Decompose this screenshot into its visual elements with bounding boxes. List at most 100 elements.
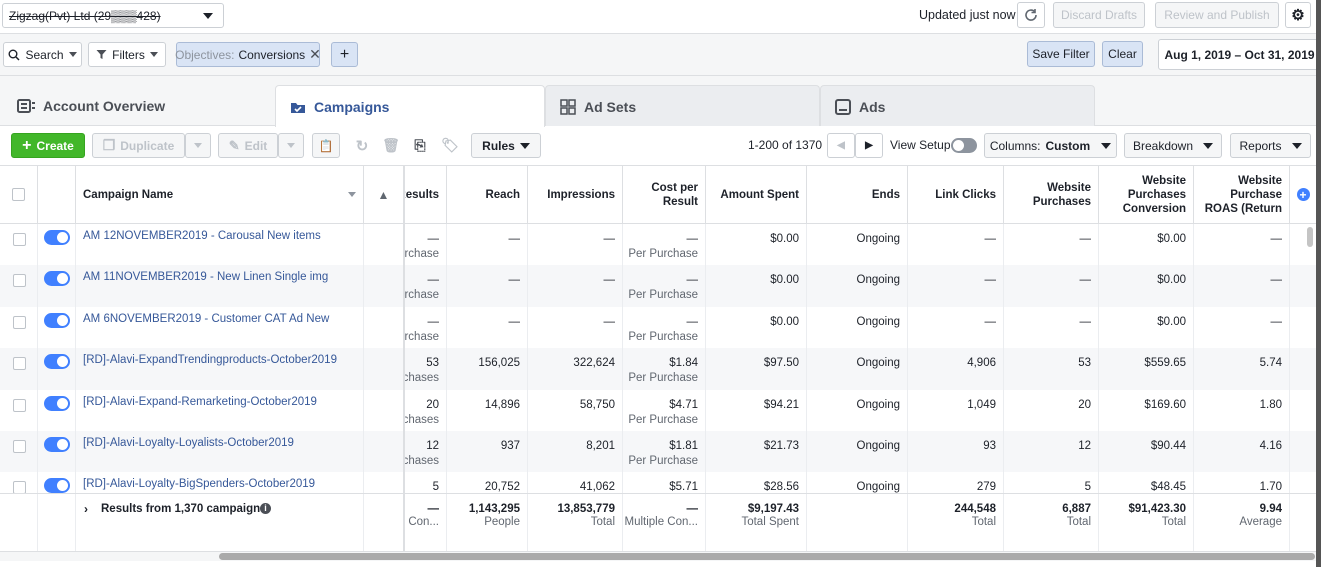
info-icon[interactable]: i: [260, 503, 271, 514]
header-reach[interactable]: Reach: [447, 166, 528, 224]
header-impressions[interactable]: Impressions: [528, 166, 623, 224]
refresh-button[interactable]: [1017, 2, 1045, 28]
cell-reach: 156,025: [447, 348, 528, 390]
select-all-cell: [0, 166, 38, 224]
campaign-toggle[interactable]: [44, 312, 70, 328]
edit-dropdown[interactable]: [278, 133, 304, 158]
view-setup-toggle[interactable]: [951, 138, 977, 153]
totals-reach-subtext: People: [484, 516, 520, 528]
duplicate-button[interactable]: ❐ Duplicate: [92, 133, 185, 158]
edit-button[interactable]: ✎ Edit: [218, 133, 278, 158]
preview-icon: ⎘: [414, 137, 426, 153]
next-page-button[interactable]: ▶: [855, 133, 883, 158]
clicks-value: —: [984, 315, 997, 328]
cpr-value: $4.71: [669, 398, 698, 411]
header-website-purchases-conversion[interactable]: Website Purchases Conversion: [1099, 166, 1194, 224]
settings-button[interactable]: ⚙: [1285, 2, 1311, 28]
select-all-checkbox[interactable]: [12, 188, 25, 201]
clicks-value: 4,906: [967, 357, 996, 370]
chevron-right-icon[interactable]: ›: [84, 502, 88, 516]
discard-drafts-button[interactable]: Discard Drafts: [1053, 2, 1145, 28]
campaign-name-link[interactable]: [RD]-Alavi-Expand-Remarketing-October201…: [83, 395, 317, 408]
conv-value: $48.45: [1150, 481, 1186, 494]
toggle-cell: [38, 224, 76, 266]
rules-button[interactable]: Rules: [471, 133, 541, 158]
campaign-toggle[interactable]: [44, 395, 70, 411]
preview-button[interactable]: ⎘: [406, 133, 434, 158]
row-checkbox[interactable]: [13, 357, 26, 371]
purchases-value: 12: [1078, 440, 1091, 452]
results-value: —: [427, 315, 440, 328]
cell-impressions: —: [528, 306, 623, 349]
campaign-toggle[interactable]: [44, 437, 70, 452]
reach-value: 156,025: [478, 357, 520, 370]
sort-down-icon: [348, 192, 356, 197]
account-selector[interactable]: Zigzag(Pvt) Ltd (29▒▒▒428): [2, 3, 224, 28]
tag-button[interactable]: 🏷: [436, 133, 464, 158]
filters-button[interactable]: Filters: [88, 42, 166, 67]
row-checkbox[interactable]: [13, 274, 26, 288]
header-cost-per-result[interactable]: Cost per Result: [623, 166, 706, 224]
undo-button[interactable]: ↻: [348, 133, 376, 158]
clipboard-button[interactable]: 📋: [312, 133, 340, 158]
header-ends[interactable]: Ends: [807, 166, 908, 224]
save-filter-button[interactable]: Save Filter: [1027, 41, 1095, 67]
cell-impressions: 58,750: [528, 389, 623, 431]
horizontal-scrollbar[interactable]: [219, 553, 1315, 560]
row-checkbox[interactable]: [13, 233, 26, 246]
header-roas[interactable]: Website Purchase ROAS (Return: [1194, 166, 1290, 224]
row-checkbox[interactable]: [13, 440, 26, 453]
close-icon[interactable]: ✕: [309, 46, 321, 62]
filter-bar: Search Filters Objectives: Conversions ✕…: [0, 34, 1321, 76]
objective-filter-chip[interactable]: Objectives: Conversions ✕: [175, 42, 321, 67]
purchases-value: —: [1079, 315, 1092, 328]
cell-results: 20 chases: [405, 389, 447, 431]
review-publish-button[interactable]: Review and Publish: [1155, 2, 1279, 28]
add-filter-button[interactable]: +: [331, 42, 358, 67]
campaign-name-link[interactable]: AM 6NOVEMBER2019 - Customer CAT Ad New: [83, 312, 330, 325]
totals-clicks-subtext: Total: [971, 516, 996, 528]
tab-ads[interactable]: Ads: [820, 85, 1095, 127]
campaign-name-link[interactable]: [RD]-Alavi-ExpandTrendingproducts-Octobe…: [83, 354, 337, 367]
duplicate-dropdown[interactable]: [185, 133, 211, 158]
row-checkbox[interactable]: [13, 398, 26, 412]
totals-name-cell[interactable]: › Results from 1,370 campaigns i: [76, 494, 364, 551]
totals-delivery-cell: [364, 494, 405, 551]
prev-page-button[interactable]: ◀: [827, 133, 855, 158]
campaign-toggle[interactable]: [44, 354, 70, 370]
search-button[interactable]: Search: [3, 42, 82, 67]
header-results[interactable]: Results: [405, 166, 447, 224]
campaign-name-link[interactable]: AM 12NOVEMBER2019 - Carousal New items: [83, 230, 321, 242]
create-button[interactable]: + Create: [11, 133, 85, 158]
delete-button[interactable]: 🗑: [377, 133, 405, 158]
conv-value: $0.00: [1157, 233, 1186, 245]
tab-account-overview[interactable]: Account Overview: [3, 85, 275, 127]
campaign-name-link[interactable]: AM 11NOVEMBER2019 - New Linen Single img: [83, 271, 329, 284]
vertical-scrollbar[interactable]: [1307, 227, 1313, 247]
reports-button[interactable]: Reports: [1230, 133, 1311, 158]
columns-button[interactable]: Columns: Custom: [984, 133, 1117, 158]
header-amount-spent[interactable]: Amount Spent: [706, 166, 807, 224]
campaign-toggle[interactable]: [44, 230, 70, 245]
campaign-toggle[interactable]: [44, 271, 70, 287]
header-link-clicks[interactable]: Link Clicks: [908, 166, 1004, 224]
header-website-purchases[interactable]: Website Purchases: [1004, 166, 1099, 224]
campaign-name-link[interactable]: [RD]-Alavi-Loyalty-Loyalists-October2019: [83, 437, 294, 449]
header-delivery-warning[interactable]: ▲: [364, 166, 405, 224]
date-range-picker[interactable]: Aug 1, 2019 – Oct 31, 2019: [1158, 39, 1321, 70]
totals-results-value: —: [427, 503, 440, 515]
breakdown-button[interactable]: Breakdown: [1124, 133, 1222, 158]
table-row: [RD]-Alavi-Loyalty-Loyalists-October2019…: [0, 431, 1316, 473]
cell-conv: $90.44: [1099, 431, 1194, 473]
tab-ad-sets[interactable]: Ad Sets: [545, 85, 820, 127]
results-subtext: chases: [405, 372, 439, 385]
add-column-icon[interactable]: +: [1296, 188, 1310, 201]
totals-purchases-value: 6,887: [1062, 503, 1091, 515]
campaign-toggle[interactable]: [44, 478, 70, 494]
clear-button[interactable]: Clear: [1102, 41, 1143, 67]
row-checkbox[interactable]: [13, 315, 26, 329]
campaign-name-link[interactable]: [RD]-Alavi-Loyalty-BigSpenders-October20…: [83, 478, 316, 491]
totals-spent-subtext: Total Spent: [741, 516, 799, 528]
header-campaign-name[interactable]: Campaign Name: [76, 166, 364, 224]
tab-campaigns[interactable]: Campaigns: [275, 85, 545, 127]
